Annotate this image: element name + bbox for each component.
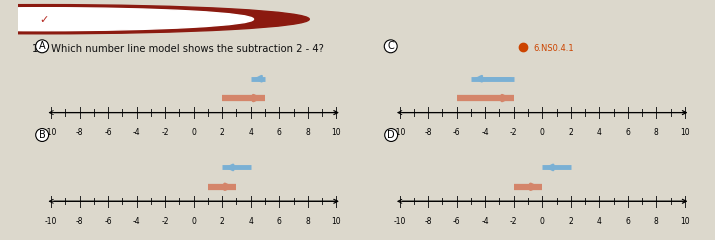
Text: 8: 8 <box>654 128 659 137</box>
Text: -6: -6 <box>453 217 460 226</box>
Text: 4: 4 <box>597 128 602 137</box>
Text: -6: -6 <box>104 217 112 226</box>
Text: -6: -6 <box>453 128 460 137</box>
Text: 10: 10 <box>332 217 341 226</box>
Text: -8: -8 <box>76 128 84 137</box>
Text: -8: -8 <box>76 217 84 226</box>
Text: 0: 0 <box>540 217 545 226</box>
Text: 2: 2 <box>220 217 225 226</box>
Text: 6: 6 <box>626 128 630 137</box>
Text: -4: -4 <box>133 128 140 137</box>
Text: 17. Which number line model shows the subtraction 2 - 4?: 17. Which number line model shows the su… <box>32 44 324 54</box>
Text: -4: -4 <box>481 128 489 137</box>
Text: 0: 0 <box>191 217 196 226</box>
Text: -10: -10 <box>45 217 57 226</box>
Text: 8: 8 <box>654 217 659 226</box>
Text: -10: -10 <box>393 217 406 226</box>
Text: 8: 8 <box>305 128 310 137</box>
Text: C: C <box>388 41 394 51</box>
Text: -2: -2 <box>162 217 169 226</box>
Text: 0: 0 <box>191 128 196 137</box>
Text: 10: 10 <box>680 217 690 226</box>
Text: Assessment Practice: Assessment Practice <box>88 13 242 26</box>
Text: -2: -2 <box>510 128 518 137</box>
Text: 2: 2 <box>568 128 573 137</box>
Text: 10: 10 <box>680 128 690 137</box>
Text: 6: 6 <box>626 217 630 226</box>
Text: -6: -6 <box>104 128 112 137</box>
Text: -8: -8 <box>425 128 432 137</box>
Text: -10: -10 <box>45 128 57 137</box>
Circle shape <box>0 8 254 31</box>
Text: B: B <box>39 130 46 140</box>
Text: -4: -4 <box>133 217 140 226</box>
Text: -4: -4 <box>481 217 489 226</box>
Text: 2: 2 <box>220 128 225 137</box>
Text: 6: 6 <box>277 128 282 137</box>
Text: 4: 4 <box>248 217 253 226</box>
Circle shape <box>0 5 310 34</box>
Text: -2: -2 <box>162 128 169 137</box>
Text: 10: 10 <box>332 128 341 137</box>
Text: -8: -8 <box>425 217 432 226</box>
Text: 4: 4 <box>597 217 602 226</box>
Text: A: A <box>39 41 46 51</box>
Text: -10: -10 <box>393 128 406 137</box>
Text: D: D <box>388 130 395 140</box>
Text: ✓: ✓ <box>39 15 49 25</box>
Text: 6.NS0.4.1: 6.NS0.4.1 <box>533 44 574 54</box>
Text: 0: 0 <box>540 128 545 137</box>
Text: -2: -2 <box>510 217 518 226</box>
Text: 6: 6 <box>277 217 282 226</box>
Text: 8: 8 <box>305 217 310 226</box>
Text: 4: 4 <box>248 128 253 137</box>
Text: 2: 2 <box>568 217 573 226</box>
